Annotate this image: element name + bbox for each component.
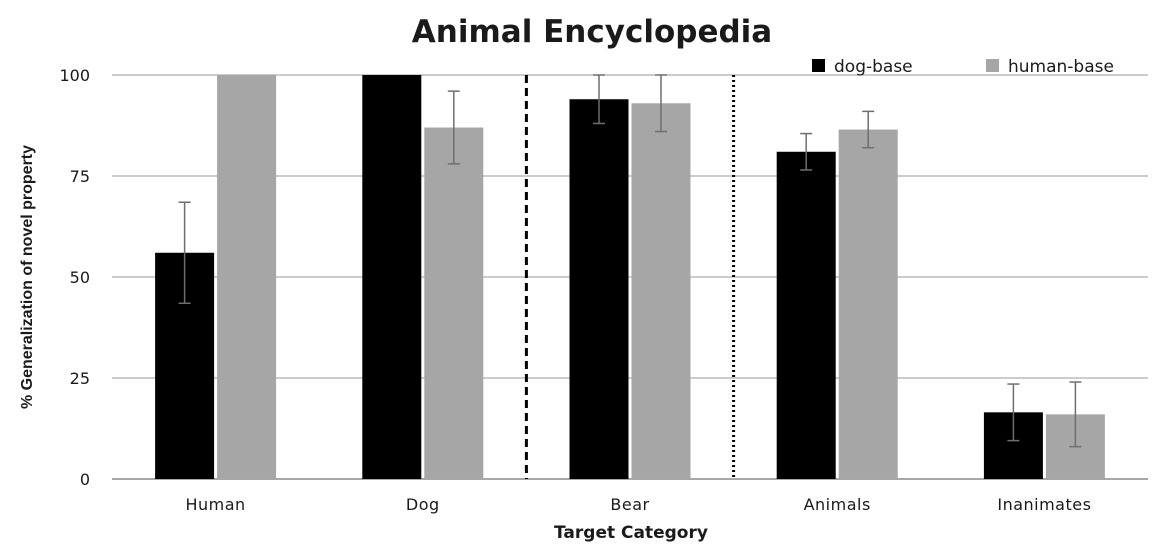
legend-label-human-base: human-base [1008,57,1114,77]
x-category-label: Bear [610,495,649,514]
y-tick-label: 0 [80,470,90,489]
category-separators [524,75,736,479]
chart-title: Animal Encyclopedia [412,14,772,50]
legend-swatch-dog-base [812,59,825,72]
x-category-label: Dog [406,495,440,514]
y-tick-label: 75 [70,167,90,186]
y-tick-label: 50 [70,268,90,287]
error-bar-dog-base-animals [800,132,813,171]
grid-lines [112,74,1148,480]
bar-dog-base-dog [362,75,422,479]
error-bar-dog-base-human [178,201,191,305]
y-tick-label: 100 [59,66,90,85]
bar-human-base-dog [424,127,484,480]
y-tick-labels: 0 25 50 75 100 [59,66,90,489]
x-category-label: Inanimates [997,495,1091,514]
legend-swatch-human-base [986,59,999,72]
y-axis-label: % Generalization of novel property [19,145,36,409]
x-category-label: Animals [804,495,871,514]
legend-label-dog-base: dog-base [834,57,913,77]
error-bar-human-base-bear [655,74,667,133]
bar-human-base-animals [838,129,898,480]
bar-dog-base-bear [569,99,629,480]
error-bars [178,74,1082,448]
error-bar-dog-base-bear [593,74,605,125]
x-axis-label: Target Category [554,523,708,543]
bar-dog-base-animals [776,151,836,479]
legend: dog-base human-base [812,57,1114,77]
y-tick-label: 25 [70,369,90,388]
bar-human-base-human [217,75,277,479]
error-bar-human-base-animals [862,110,875,149]
bars [155,75,1105,480]
error-bar-human-base-dog [447,90,460,165]
error-bar-dog-base-inanimates [1007,383,1020,442]
x-category-label: Human [185,495,245,514]
bar-human-base-bear [631,103,691,479]
error-bar-human-base-inanimates [1069,381,1082,448]
x-category-labels: Human Dog Bear Animals Inanimates [185,495,1091,514]
